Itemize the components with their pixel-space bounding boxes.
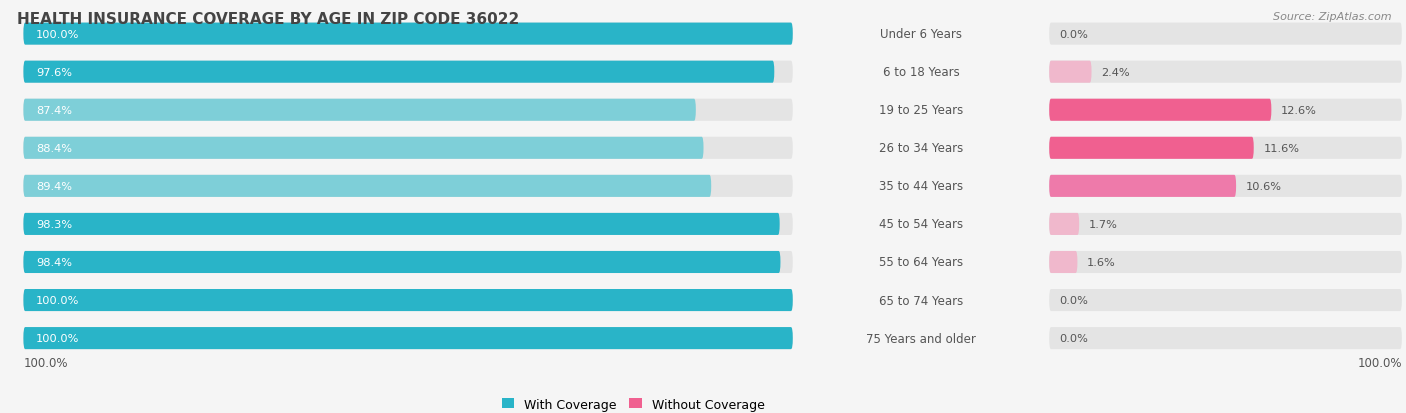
FancyBboxPatch shape <box>1049 138 1402 159</box>
Text: 75 Years and older: 75 Years and older <box>866 332 976 345</box>
FancyBboxPatch shape <box>1049 24 1402 45</box>
FancyBboxPatch shape <box>1049 252 1402 273</box>
FancyBboxPatch shape <box>24 327 793 349</box>
FancyBboxPatch shape <box>24 214 793 235</box>
Text: 98.3%: 98.3% <box>37 219 72 229</box>
FancyBboxPatch shape <box>24 62 793 83</box>
Text: 0.0%: 0.0% <box>1059 30 1088 40</box>
Legend: With Coverage, Without Coverage: With Coverage, Without Coverage <box>496 393 769 413</box>
Text: 6 to 18 Years: 6 to 18 Years <box>883 66 959 79</box>
Text: 1.6%: 1.6% <box>1087 257 1116 267</box>
Text: 89.4%: 89.4% <box>37 181 72 191</box>
FancyBboxPatch shape <box>1049 100 1402 121</box>
Text: HEALTH INSURANCE COVERAGE BY AGE IN ZIP CODE 36022: HEALTH INSURANCE COVERAGE BY AGE IN ZIP … <box>17 12 519 27</box>
Text: 65 to 74 Years: 65 to 74 Years <box>879 294 963 307</box>
FancyBboxPatch shape <box>24 289 793 311</box>
Text: Source: ZipAtlas.com: Source: ZipAtlas.com <box>1274 12 1392 22</box>
Text: 35 to 44 Years: 35 to 44 Years <box>879 180 963 193</box>
Text: 12.6%: 12.6% <box>1281 105 1317 116</box>
FancyBboxPatch shape <box>24 138 793 159</box>
Text: 55 to 64 Years: 55 to 64 Years <box>879 256 963 269</box>
Text: 100.0%: 100.0% <box>1357 356 1402 369</box>
FancyBboxPatch shape <box>24 24 793 45</box>
Text: 100.0%: 100.0% <box>24 356 67 369</box>
FancyBboxPatch shape <box>1049 62 1091 83</box>
Text: 100.0%: 100.0% <box>37 333 80 343</box>
Text: 10.6%: 10.6% <box>1246 181 1282 191</box>
Text: 100.0%: 100.0% <box>37 30 80 40</box>
Text: 98.4%: 98.4% <box>37 257 72 267</box>
FancyBboxPatch shape <box>1049 327 1402 349</box>
Text: 0.0%: 0.0% <box>1059 333 1088 343</box>
Text: 45 to 54 Years: 45 to 54 Years <box>879 218 963 231</box>
FancyBboxPatch shape <box>1049 138 1254 159</box>
FancyBboxPatch shape <box>1049 214 1080 235</box>
Text: 100.0%: 100.0% <box>37 295 80 305</box>
Text: 97.6%: 97.6% <box>37 67 72 78</box>
Text: 88.4%: 88.4% <box>37 143 72 153</box>
FancyBboxPatch shape <box>24 327 793 349</box>
FancyBboxPatch shape <box>24 138 703 159</box>
Text: 87.4%: 87.4% <box>37 105 72 116</box>
FancyBboxPatch shape <box>24 176 711 197</box>
FancyBboxPatch shape <box>24 62 775 83</box>
FancyBboxPatch shape <box>24 289 793 311</box>
FancyBboxPatch shape <box>1049 100 1271 121</box>
Text: 1.7%: 1.7% <box>1088 219 1118 229</box>
Text: 26 to 34 Years: 26 to 34 Years <box>879 142 963 155</box>
FancyBboxPatch shape <box>24 24 793 45</box>
FancyBboxPatch shape <box>24 252 793 273</box>
FancyBboxPatch shape <box>24 100 793 121</box>
FancyBboxPatch shape <box>1049 176 1236 197</box>
Text: 2.4%: 2.4% <box>1101 67 1130 78</box>
FancyBboxPatch shape <box>24 100 696 121</box>
Text: 0.0%: 0.0% <box>1059 295 1088 305</box>
FancyBboxPatch shape <box>24 176 793 197</box>
FancyBboxPatch shape <box>1049 176 1402 197</box>
Text: 11.6%: 11.6% <box>1264 143 1299 153</box>
FancyBboxPatch shape <box>1049 214 1402 235</box>
Text: 19 to 25 Years: 19 to 25 Years <box>879 104 963 117</box>
FancyBboxPatch shape <box>1049 289 1402 311</box>
FancyBboxPatch shape <box>1049 62 1402 83</box>
Text: Under 6 Years: Under 6 Years <box>880 28 962 41</box>
FancyBboxPatch shape <box>24 252 780 273</box>
FancyBboxPatch shape <box>24 214 780 235</box>
FancyBboxPatch shape <box>1049 252 1077 273</box>
